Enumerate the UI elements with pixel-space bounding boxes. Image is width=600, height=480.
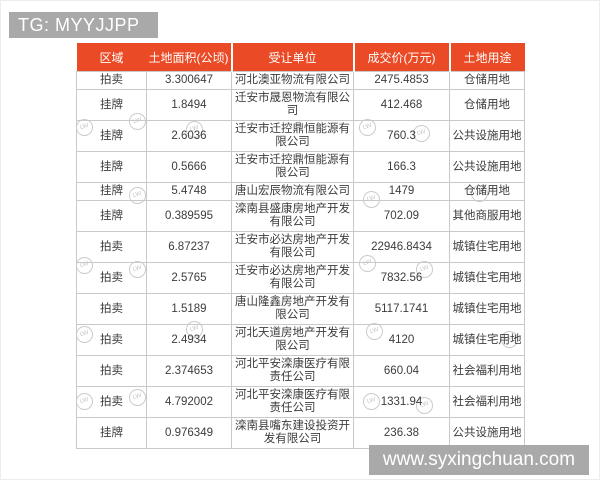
table-header-row: 区域 土地面积(公顷) 受让单位 成交价(万元) 土地用途 [76, 43, 525, 72]
table-cell: 拍卖 [76, 231, 147, 263]
table-cell: 仓储用地 [449, 89, 525, 121]
table-cell: 2.6036 [146, 120, 232, 152]
table-cell: 412.468 [353, 89, 450, 121]
table-cell: 挂牌 [76, 151, 147, 183]
table-row: 挂牌 0.389595 滦南县盛康房地产开发有限公司 702.09 其他商服用地 [76, 200, 525, 232]
table-cell: 0.976349 [146, 417, 232, 449]
table-cell: 仓储用地 [449, 71, 525, 90]
table-cell: 2475.4853 [353, 71, 450, 90]
table-cell: 拍卖 [76, 71, 147, 90]
table-cell: 2.374653 [146, 355, 232, 387]
table-cell: 挂牌 [76, 182, 147, 201]
table-cell: 2.5765 [146, 262, 232, 294]
table-cell: 拍卖 [76, 386, 147, 418]
table-row: 拍卖 4.792002 河北平安滦康医疗有限责任公司 1331.94 社会福利用地 [76, 386, 525, 418]
table-row: 挂牌 0.5666 迁安市迁控鼎恒能源有限公司 166.3 公共设施用地 [76, 151, 525, 183]
website-watermark-label: www.syxingchuan.com [369, 445, 589, 475]
table-cell: 0.389595 [146, 200, 232, 232]
table-cell: 5117.1741 [353, 293, 450, 325]
table-cell: 1479 [353, 182, 450, 201]
table-body: 拍卖 3.300647 河北澳亚物流有限公司 2475.4853 仓储用地 挂牌 1.849… [76, 71, 525, 449]
table-cell: 河北平安滦康医疗有限责任公司 [231, 386, 354, 418]
table-cell: 166.3 [353, 151, 450, 183]
table-cell: 滦南县盛康房地产开发有限公司 [231, 200, 354, 232]
table-cell: 河北天道房地产开发有限公司 [231, 324, 354, 356]
table-cell: 迁安市必达房地产开发有限公司 [231, 262, 354, 294]
table-cell: 660.04 [353, 355, 450, 387]
table-cell: 3.300647 [146, 71, 232, 90]
table-cell: 702.09 [353, 200, 450, 232]
table-cell: 22946.8434 [353, 231, 450, 263]
table-cell: 0.5666 [146, 151, 232, 183]
land-transactions-table: 区域 土地面积(公顷) 受让单位 成交价(万元) 土地用途 拍卖 3.300647 河北澳亚… [76, 43, 525, 449]
table-cell: 唐山宏辰物流有限公司 [231, 182, 354, 201]
column-header-4: 成交价(万元) [352, 43, 450, 72]
table-row: 挂牌 1.8494 迁安市晟恩物流有限公司 412.468 仓储用地 [76, 89, 525, 121]
table-cell: 1.8494 [146, 89, 232, 121]
column-header-3: 受让单位 [230, 43, 354, 72]
table-cell: 拍卖 [76, 324, 147, 356]
table-cell: 拍卖 [76, 355, 147, 387]
table-row: 挂牌 2.6036 迁安市迁控鼎恒能源有限公司 760.3 公共设施用地 [76, 120, 525, 152]
table-cell: 挂牌 [76, 200, 147, 232]
table-cell: 社会福利用地 [449, 386, 525, 418]
table-cell: 1.5189 [146, 293, 232, 325]
table-cell: 迁安市必达房地产开发有限公司 [231, 231, 354, 263]
table-cell: 挂牌 [76, 89, 147, 121]
table-cell: 社会福利用地 [449, 355, 525, 387]
table-row: 拍卖 2.5765 迁安市必达房地产开发有限公司 7832.56 城镇住宅用地 [76, 262, 525, 294]
column-header-2: 土地面积(公顷) [146, 43, 232, 72]
table-cell: 公共设施用地 [449, 151, 525, 183]
table-cell: 迁安市晟恩物流有限公司 [231, 89, 354, 121]
table-cell: 河北澳亚物流有限公司 [231, 71, 354, 90]
table-cell: 6.87237 [146, 231, 232, 263]
table-cell: 挂牌 [76, 417, 147, 449]
table-cell: 滦南县嘴东建设投资开发有限公司 [231, 417, 354, 449]
table-cell: 迁安市迁控鼎恒能源有限公司 [231, 151, 354, 183]
table-cell: 仓储用地 [449, 182, 525, 201]
table-row: 挂牌 0.976349 滦南县嘴东建设投资开发有限公司 236.38 公共设施用地 [76, 417, 525, 449]
table-cell: 城镇住宅用地 [449, 262, 525, 294]
table-cell: 河北平安滦康医疗有限责任公司 [231, 355, 354, 387]
table-cell: 拍卖 [76, 262, 147, 294]
table-cell: 城镇住宅用地 [449, 324, 525, 356]
table-cell: 2.4934 [146, 324, 232, 356]
column-header-5: 土地用途 [448, 43, 525, 72]
table-cell: 迁安市迁控鼎恒能源有限公司 [231, 120, 354, 152]
table-cell: 4120 [353, 324, 450, 356]
table-cell: 760.3 [353, 120, 450, 152]
column-header-1: 区域 [76, 43, 147, 72]
table-cell: 拍卖 [76, 293, 147, 325]
table-cell: 其他商服用地 [449, 200, 525, 232]
table-cell: 公共设施用地 [449, 120, 525, 152]
table-row: 拍卖 1.5189 唐山隆鑫房地产开发有限公司 5117.1741 城镇住宅用地 [76, 293, 525, 325]
table-cell: 城镇住宅用地 [449, 231, 525, 263]
table-cell: 7832.56 [353, 262, 450, 294]
table-row: 拍卖 3.300647 河北澳亚物流有限公司 2475.4853 仓储用地 [76, 71, 525, 90]
table-row: 拍卖 2.374653 河北平安滦康医疗有限责任公司 660.04 社会福利用地 [76, 355, 525, 387]
table-cell: 挂牌 [76, 120, 147, 152]
table-cell: 城镇住宅用地 [449, 293, 525, 325]
table-row: 拍卖 2.4934 河北天道房地产开发有限公司 4120 城镇住宅用地 [76, 324, 525, 356]
table-row: 拍卖 6.87237 迁安市必达房地产开发有限公司 22946.8434 城镇住宅用地 [76, 231, 525, 263]
tg-watermark-label: TG: MYYJJPP [9, 12, 158, 38]
table-cell: 1331.94 [353, 386, 450, 418]
table-cell: 唐山隆鑫房地产开发有限公司 [231, 293, 354, 325]
table-row: 挂牌 5.4748 唐山宏辰物流有限公司 1479 仓储用地 [76, 182, 525, 201]
table-cell: 公共设施用地 [449, 417, 525, 449]
table-cell: 5.4748 [146, 182, 232, 201]
table-cell: 4.792002 [146, 386, 232, 418]
table-cell: 236.38 [353, 417, 450, 449]
